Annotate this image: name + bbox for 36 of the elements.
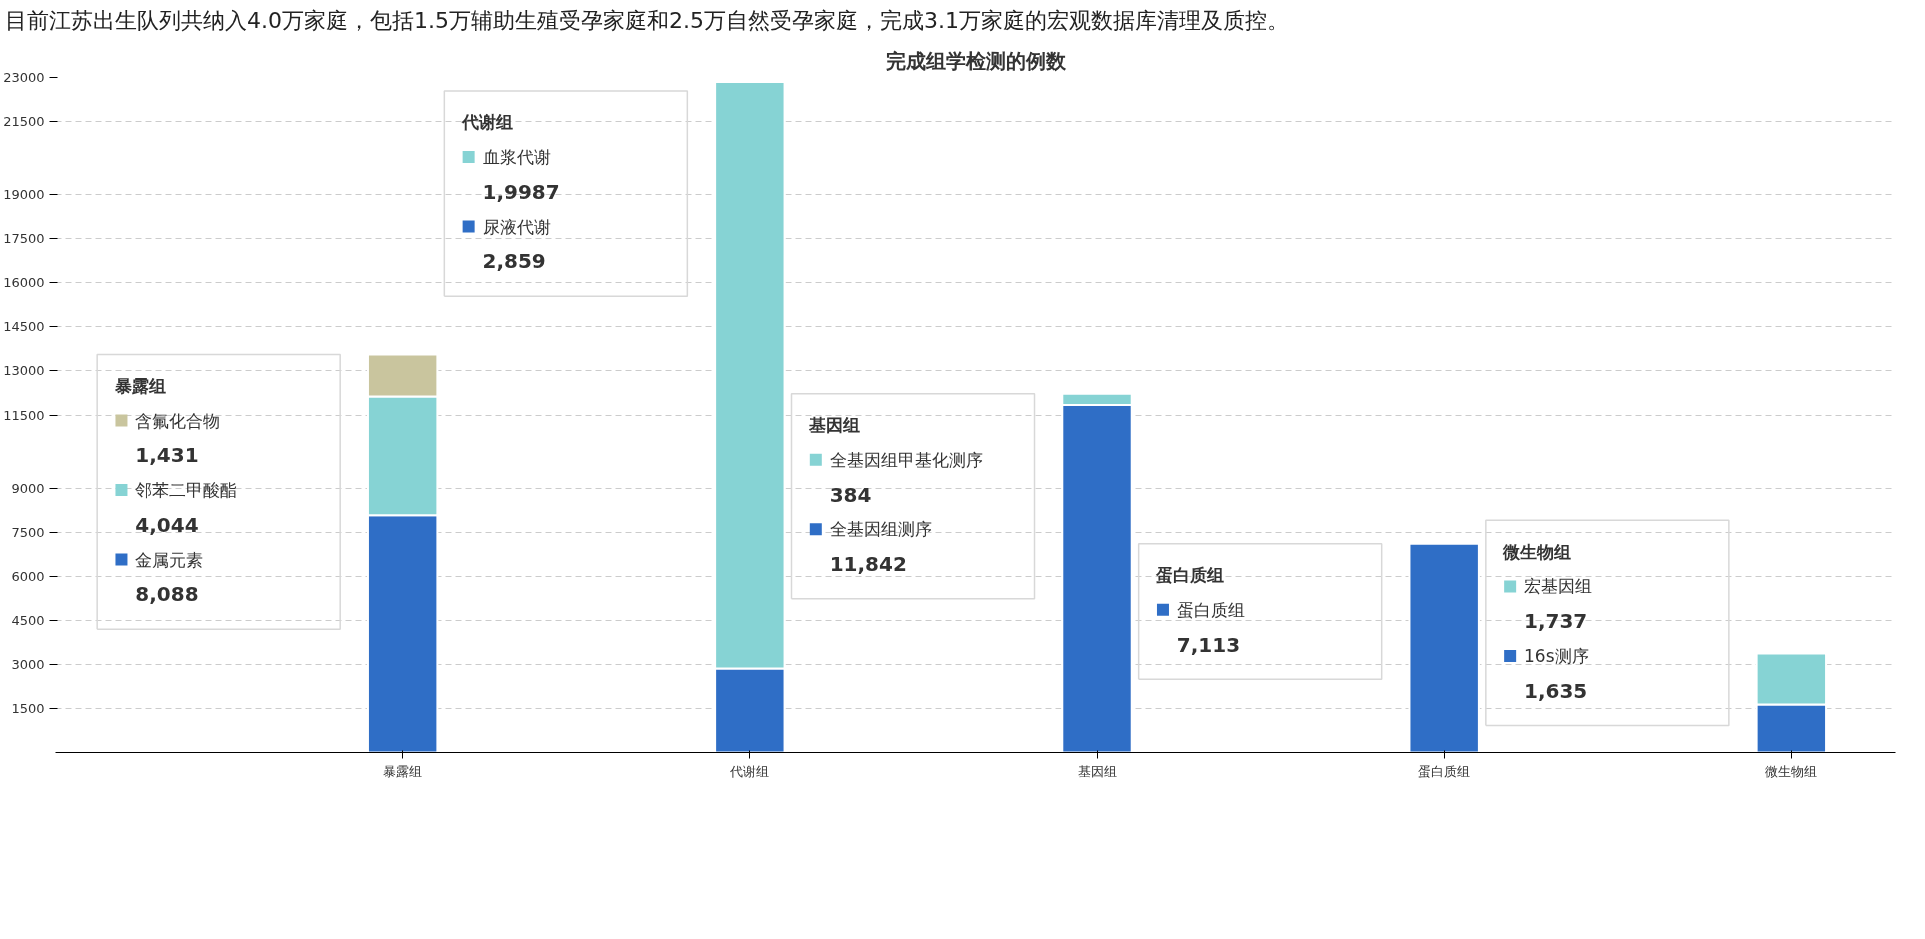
annotation: 基因组	[807, 415, 860, 436]
chart-subtitle: 目前江苏出生队列共纳入4.0万家庭，包括1.5万辅助生殖受孕家庭和2.5万自然受孕家庭，完成3.1万家庭的宏观数据库清理及质控。	[5, 7, 1289, 35]
legend-label: 血浆代谢 1,9987	[482, 147, 560, 205]
y-tick-label: 7500	[11, 525, 45, 541]
x-tick-label: 蛋白质组	[1418, 763, 1471, 779]
y-tick-label: 1500	[11, 701, 45, 717]
annotation: 微生物组	[1502, 542, 1572, 563]
y-tick-label: 6000	[11, 569, 45, 585]
y-tick-label: 16000	[3, 275, 45, 291]
x-tick-label: 代谢组	[729, 763, 770, 779]
legend-label: 金属元素 8,088	[135, 550, 204, 607]
y-tick-label: 9000	[11, 481, 45, 497]
y-tick-label: 23000	[3, 70, 45, 86]
annotation: 暴露组	[113, 376, 166, 397]
x-tick-label: 微生物组	[1765, 763, 1818, 779]
legend-label: 含氟化合物 1,431	[135, 410, 221, 468]
annotation: 代谢组	[460, 112, 513, 133]
chart-title: 完成组学检测的例数	[885, 48, 1067, 73]
legend-label: 16s测序 1,635	[1524, 646, 1589, 704]
y-tick-label: 21500	[3, 114, 45, 130]
legend-label: 尿液代谢 2,859	[482, 217, 551, 274]
legend-label: 全基因组测序 11,842	[829, 519, 932, 577]
legend-label: 全基因组甲基化测序 384	[829, 450, 983, 507]
x-tick-label: 暴露组	[383, 763, 423, 779]
legend-label: 蛋白质组 7,113	[1176, 600, 1245, 658]
y-tick-label: 11500	[3, 407, 45, 423]
legend-label: 邻苯二甲酸酯 4,044	[135, 480, 238, 538]
annotation: 蛋白质组	[1155, 565, 1225, 586]
legend-label: 宏基因组 1,737	[1524, 576, 1593, 634]
y-tick-label: 14500	[3, 319, 45, 335]
y-tick-label: 4500	[11, 613, 45, 629]
y-tick-label: 19000	[3, 187, 45, 203]
x-tick-label: 基因组	[1077, 763, 1117, 779]
y-tick-label: 3000	[11, 657, 45, 673]
y-tick-label: 17500	[3, 231, 45, 247]
y-tick-label: 13000	[3, 363, 45, 379]
